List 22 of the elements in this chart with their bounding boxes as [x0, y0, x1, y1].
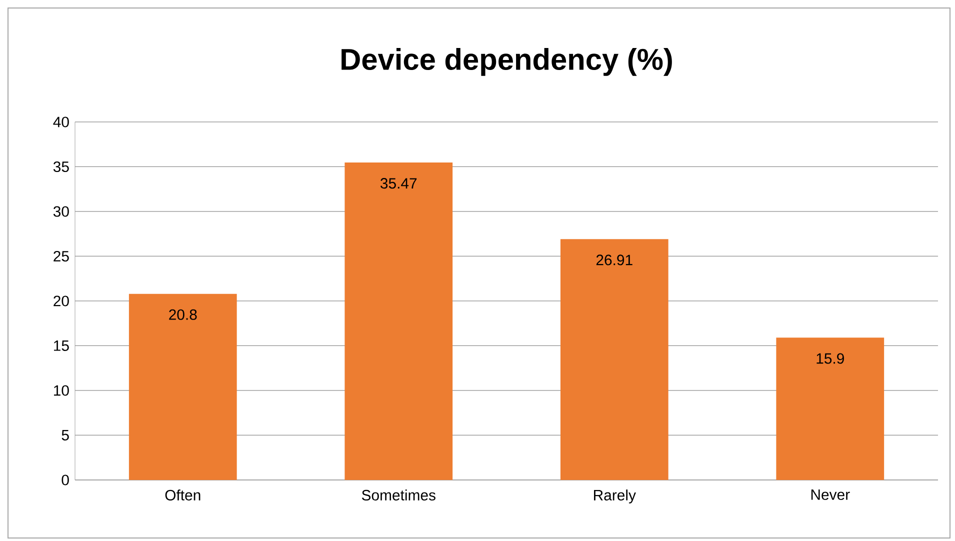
bar	[128, 294, 237, 480]
y-tick-label: 40	[53, 116, 69, 128]
bar	[776, 338, 884, 480]
bar	[344, 162, 453, 480]
data-label: 35.47	[380, 178, 417, 189]
bar	[560, 239, 668, 480]
data-label: 15.9	[816, 353, 844, 364]
chart-title: Device dependency (%)	[342, 48, 672, 76]
x-tick-label: Often	[165, 490, 200, 500]
y-tick-label: 15	[54, 340, 69, 351]
x-tick-label: Never	[811, 490, 850, 500]
y-tick-label: 35	[53, 161, 69, 172]
y-tick-label: 10	[54, 385, 69, 396]
x-tick-label: Sometimes	[362, 490, 436, 500]
x-tick-label: Rarely	[594, 490, 636, 504]
y-tick-label: 5	[62, 430, 69, 440]
data-label: 26.91	[596, 254, 632, 266]
data-label: 20.8	[169, 309, 197, 320]
y-tick-label: 20	[54, 296, 69, 306]
y-tick-label: 30	[53, 206, 69, 217]
y-tick-label: 0	[62, 474, 69, 486]
y-tick-label: 25	[54, 250, 69, 262]
